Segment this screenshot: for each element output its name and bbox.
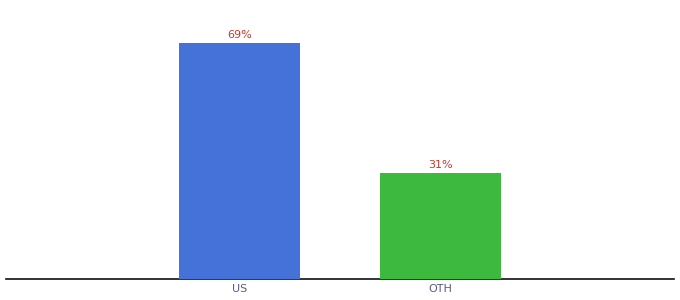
Bar [380, 173, 500, 279]
Text: 31%: 31% [428, 160, 453, 170]
Bar [180, 43, 300, 279]
Text: 69%: 69% [227, 30, 252, 40]
